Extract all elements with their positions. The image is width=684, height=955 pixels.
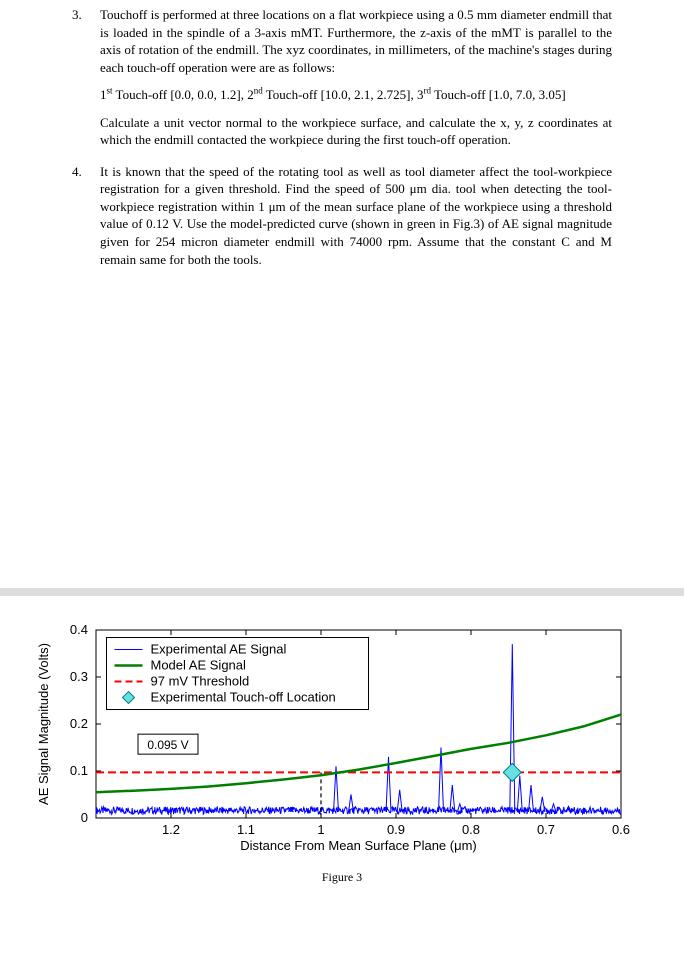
svg-text:Distance From Mean Surface Pla: Distance From Mean Surface Plane (μm) xyxy=(240,838,477,853)
svg-text:AE Signal Magnitude (Volts): AE Signal Magnitude (Volts) xyxy=(36,643,51,805)
svg-text:0.7: 0.7 xyxy=(537,822,555,837)
svg-text:Experimental Touch-off Locatio: Experimental Touch-off Location xyxy=(151,690,336,705)
problem-4: 4. It is known that the speed of the rot… xyxy=(72,163,612,268)
svg-text:0.8: 0.8 xyxy=(462,822,480,837)
problem-3: 3. Touchoff is performed at three locati… xyxy=(72,6,612,149)
figure-caption: Figure 3 xyxy=(0,870,684,895)
svg-text:0.1: 0.1 xyxy=(70,763,88,778)
touchoff-2-text: Touch-off [10.0, 2.1, 2.725], 3 xyxy=(263,87,424,102)
svg-text:1.2: 1.2 xyxy=(162,822,180,837)
svg-text:0.9: 0.9 xyxy=(387,822,405,837)
svg-text:0.6: 0.6 xyxy=(612,822,630,837)
svg-text:0.4: 0.4 xyxy=(70,622,88,637)
sup-nd: nd xyxy=(254,86,263,96)
sup-rd: rd xyxy=(423,86,431,96)
svg-text:97 mV Threshold: 97 mV Threshold xyxy=(151,674,250,689)
problem-number: 3. xyxy=(72,6,82,24)
svg-text:1.1: 1.1 xyxy=(237,822,255,837)
problem-3-intro: Touchoff is performed at three locations… xyxy=(100,7,612,75)
svg-text:Model AE Signal: Model AE Signal xyxy=(151,658,247,673)
svg-text:0.3: 0.3 xyxy=(70,669,88,684)
problem-list: 3. Touchoff is performed at three locati… xyxy=(72,6,612,268)
problem-4-text: It is known that the speed of the rotati… xyxy=(100,164,612,267)
page-body: 3. Touchoff is performed at three locati… xyxy=(0,0,684,268)
ae-signal-chart: 0 0.1 0.2 0.3 0.4 1.2 1.1 1 0.9 0.8 0.7 0.6 Distance… xyxy=(0,620,684,870)
page-divider xyxy=(0,588,684,596)
svg-text:0.2: 0.2 xyxy=(70,716,88,731)
svg-text:Experimental AE Signal: Experimental AE Signal xyxy=(151,642,287,657)
svg-text:0: 0 xyxy=(81,810,88,825)
problem-number: 4. xyxy=(72,163,82,181)
svg-text:1: 1 xyxy=(317,822,324,837)
svg-text:0.095 V: 0.095 V xyxy=(147,738,188,752)
touchoff-1-text: Touch-off [0.0, 0.0, 1.2], 2 xyxy=(113,87,254,102)
chart-svg: 0 0.1 0.2 0.3 0.4 1.2 1.1 1 0.9 0.8 0.7 0.6 Distance… xyxy=(0,620,684,870)
problem-3-touchoffs: 1st Touch-off [0.0, 0.0, 1.2], 2nd Touch… xyxy=(100,86,612,104)
touchoff-3-text: Touch-off [1.0, 7.0, 3.05] xyxy=(431,87,566,102)
problem-3-ask: Calculate a unit vector normal to the wo… xyxy=(100,114,612,149)
